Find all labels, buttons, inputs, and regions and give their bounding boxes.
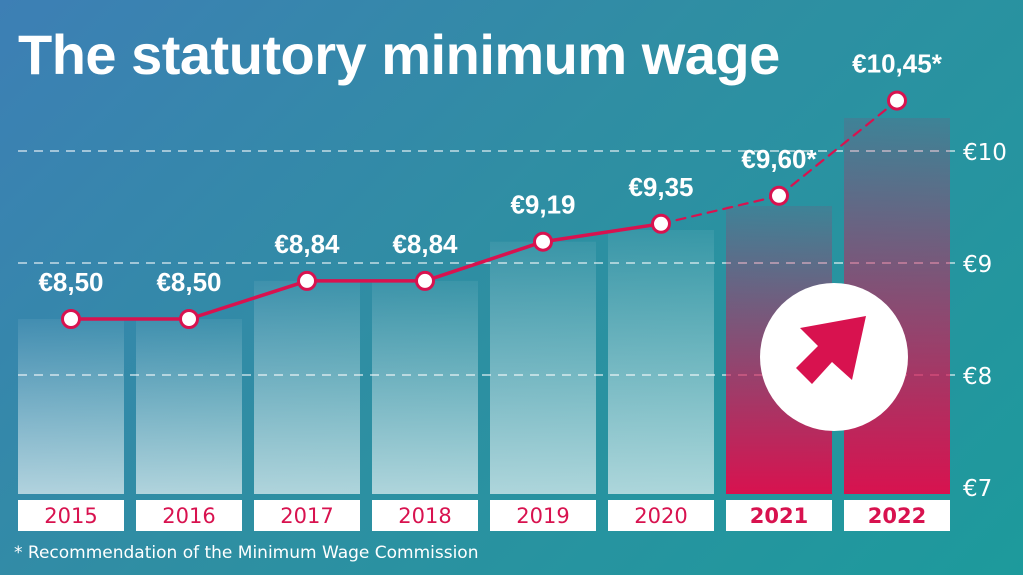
bar-2016 [136,319,242,494]
data-point-2018 [415,270,435,291]
grid-lines [18,150,955,376]
x-label-box [136,500,242,531]
data-label: €8,84 [274,229,340,259]
x-label-box [18,500,124,531]
line-segment [541,222,663,244]
data-label: €9,19 [510,190,575,220]
y-tick-label: €10 [963,140,1007,166]
line-segment-projected [777,99,899,197]
data-label: €8,50 [156,267,221,297]
data-label: €8,84 [392,229,458,259]
data-point-2019 [533,231,553,252]
x-label-box [372,500,478,531]
data-point-2022 [887,90,907,111]
x-label-box [254,500,360,531]
y-axis: €7 €8 €9 €10 [963,140,1007,502]
x-label-box [844,500,950,531]
x-label-box [490,500,596,531]
x-tick-label: 2020 [634,504,687,528]
x-tick-label: 2018 [398,504,451,528]
x-tick-label: 2019 [516,504,569,528]
y-tick-label: €8 [963,364,992,390]
page-title: The statutory minimum wage [18,23,780,86]
x-label-box [608,500,714,531]
data-point-2017 [297,270,317,291]
x-label-box [726,500,832,531]
line-segment [187,279,309,321]
data-label: €10,45* [852,49,943,79]
footnote: * Recommendation of the Minimum Wage Com… [14,543,479,563]
x-tick-label: 2017 [280,504,333,528]
data-point-2021 [769,185,789,206]
x-tick-label: 2015 [44,504,97,528]
line-segment [423,239,545,283]
bar-2019 [490,241,596,494]
data-point-2016 [179,309,199,329]
data-point-2015 [61,309,81,329]
x-tick-label: 2022 [868,504,926,528]
bars [18,118,950,494]
arrow-up-right-icon [796,316,866,384]
x-axis: 2015 2016 2017 2018 2019 2020 2021 2022 [18,500,950,531]
bar-2015 [18,319,124,494]
data-label: €9,35 [628,172,693,202]
data-label: €9,60* [741,144,817,174]
line-segment-projected [659,194,781,225]
x-tick-label: 2016 [162,504,215,528]
y-tick-label: €7 [963,476,992,502]
data-point-2020 [651,213,671,234]
y-tick-label: €9 [963,252,992,278]
bar-2017 [254,280,360,494]
bar-2020 [608,230,714,494]
value-labels: €8,50 €8,50 €8,84 €8,84 €9,19 €9,35 €9,60* €10,… [38,49,942,297]
data-label: €8,50 [38,267,103,297]
trend-badge [760,283,908,431]
wage-line [61,90,907,329]
bar-2018 [372,280,478,494]
x-tick-label: 2021 [750,504,808,528]
